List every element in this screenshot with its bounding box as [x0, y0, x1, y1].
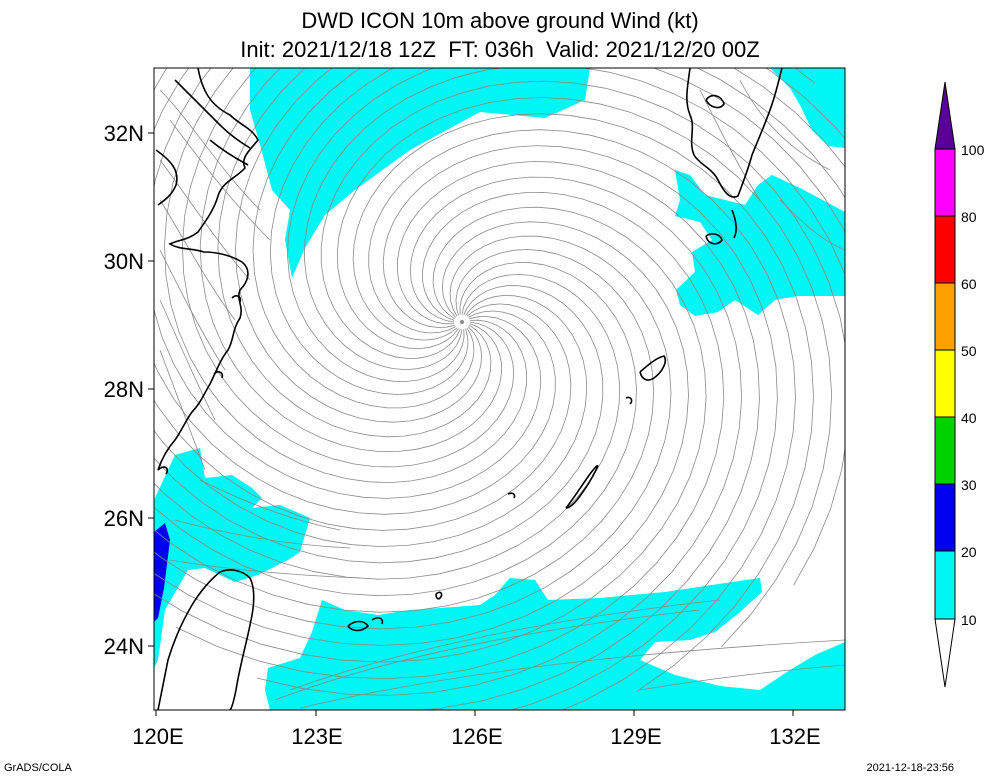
lon-label-123e: 123E [291, 724, 342, 749]
lon-label-126e: 126E [451, 724, 502, 749]
streamline [181, 68, 515, 468]
colorbar-label-10: 10 [961, 612, 977, 628]
streamline [336, 97, 833, 647]
streamline [154, 249, 655, 613]
colorbar-label-40: 40 [961, 410, 977, 426]
axis-ticks [148, 132, 794, 716]
colorbar-80-100 [934, 148, 956, 217]
streamline [154, 262, 637, 597]
streamline [199, 68, 502, 453]
streamline [154, 206, 707, 663]
streamline [287, 68, 845, 382]
chart-subtitle: Init: 2021/12/18 12Z FT: 036h Valid: 202… [240, 37, 760, 62]
colorbar-50-60 [934, 282, 956, 351]
streamline [154, 68, 542, 499]
streamline [304, 68, 845, 371]
streamline [175, 191, 725, 680]
streamline [164, 68, 528, 484]
lat-label-30n: 30N [104, 249, 144, 274]
streamline [217, 68, 816, 438]
coastlines [155, 68, 783, 710]
coastal-streamlines [159, 79, 845, 709]
colorbar [934, 81, 956, 688]
streamline [154, 294, 588, 547]
streamline [154, 273, 620, 580]
colorbar-top-triangle [934, 81, 956, 150]
streamline [154, 68, 556, 515]
streamline [352, 113, 814, 692]
lon-label-132e: 132E [769, 724, 820, 749]
streamline [320, 80, 845, 586]
streamline [154, 235, 672, 630]
colorbar-60-80 [934, 215, 956, 284]
colorbar-40-50 [934, 349, 956, 418]
colorbar-10-20 [934, 550, 956, 620]
lat-label-26n: 26N [104, 506, 144, 531]
streamline [154, 68, 572, 531]
footer-software: GrADS/COLA [4, 762, 72, 774]
colorbar-30-40 [934, 416, 956, 485]
streamline [235, 68, 845, 423]
colorbar-20-30 [934, 483, 956, 552]
streamline [396, 160, 760, 710]
lat-label-32n: 32N [104, 121, 144, 146]
lat-label-28n: 28N [104, 377, 144, 402]
wind-20-30-shading [154, 523, 170, 622]
colorbar-label-100: 100 [961, 142, 985, 158]
colorbar-label-20: 20 [961, 544, 977, 560]
streamline [252, 68, 845, 409]
colorbar-label-60: 60 [961, 276, 977, 292]
colorbar-label-80: 80 [961, 209, 977, 225]
lon-label-129e: 129E [610, 724, 661, 749]
colorbar-label-30: 30 [961, 477, 977, 493]
streamline [154, 221, 689, 646]
streamline [368, 129, 796, 710]
lat-label-24n: 24N [104, 634, 144, 659]
low-center-marker [460, 320, 464, 324]
streamlines [154, 68, 845, 710]
streamline [154, 285, 604, 564]
lon-label-120e: 120E [132, 724, 183, 749]
streamline [382, 145, 778, 710]
colorbar-label-50: 50 [961, 343, 977, 359]
streamline [256, 176, 743, 696]
streamline [269, 68, 845, 395]
footer-timestamp: 2021-12-18-23:56 [866, 762, 954, 774]
colorbar-bottom-triangle [934, 618, 956, 688]
chart-title: DWD ICON 10m above ground Wind (kt) [301, 8, 699, 33]
